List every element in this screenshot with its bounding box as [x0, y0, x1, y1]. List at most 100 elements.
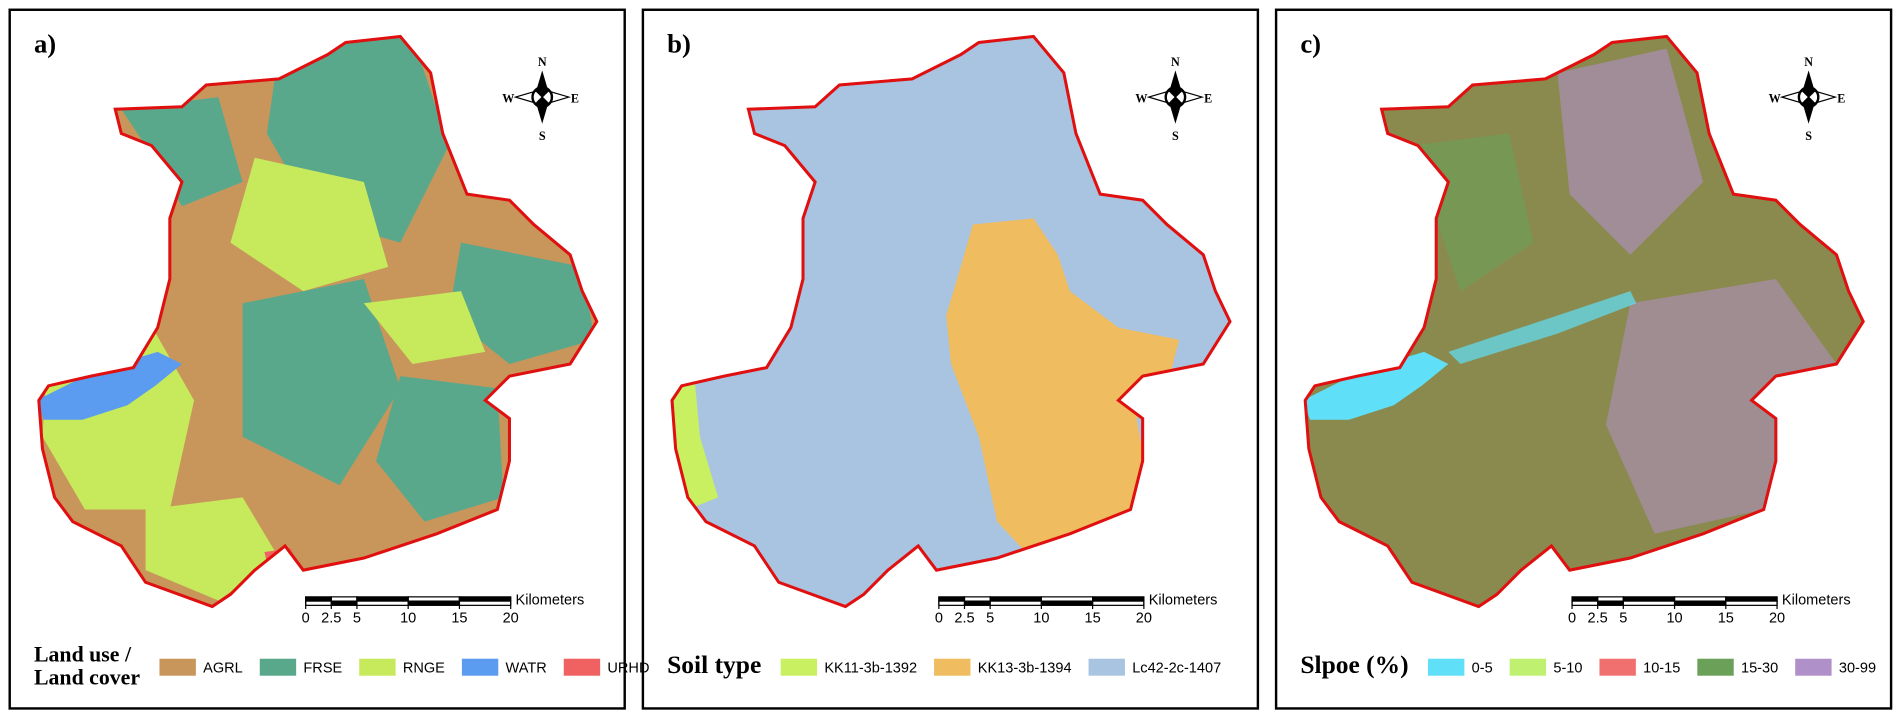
compass-label: W — [502, 91, 514, 105]
scale-bar-segment — [963, 600, 991, 606]
scale-tick-label: 5 — [986, 611, 994, 627]
map-patch — [448, 242, 595, 364]
compass-label: S — [1172, 129, 1179, 143]
legend-title: Land cover — [34, 665, 140, 689]
scale-tick-label: 2.5 — [1588, 611, 1608, 627]
scale-bar-segment — [1040, 600, 1094, 606]
scale-unit: Kilometers — [516, 592, 585, 608]
panel-label: c) — [1300, 28, 1321, 58]
scale-bar-segment — [330, 600, 358, 606]
scale-bar-segment — [1673, 596, 1727, 602]
legend-swatch — [159, 658, 196, 676]
panel-label: b) — [667, 28, 691, 58]
legend-label: 30-99 — [1839, 660, 1876, 676]
scale-bar-segment — [1040, 596, 1094, 602]
scale-bar-segment — [1571, 600, 1599, 606]
legend-label: AGRL — [203, 660, 243, 676]
map-patch — [946, 218, 1180, 561]
scale-tick-label: 0 — [935, 611, 943, 627]
scale-tick-label: 2.5 — [321, 611, 341, 627]
map-patch — [1305, 351, 1449, 420]
scale-unit: Kilometers — [1149, 592, 1218, 608]
compass-label: E — [1837, 91, 1845, 105]
map-patch — [363, 291, 486, 364]
scale-bar-segment — [963, 596, 991, 602]
legend-label: KK11-3b-1392 — [824, 660, 917, 676]
legend-label: KK13-3b-1394 — [978, 660, 1072, 676]
compass-rose — [514, 69, 571, 125]
map-patch — [376, 376, 504, 522]
scale-bar-segment — [1597, 600, 1624, 606]
map-area — [1305, 36, 1864, 607]
panel-frame — [8, 8, 626, 710]
scale-tick-label: 20 — [503, 611, 519, 627]
legend-swatch — [563, 658, 601, 676]
scale-bar-segment — [989, 596, 1042, 602]
map-area — [38, 36, 597, 607]
scale-tick-label: 2.5 — [954, 611, 974, 627]
scale-tick-label: 15 — [1085, 611, 1101, 627]
compass-label: W — [1769, 91, 1781, 105]
compass-label: S — [1805, 129, 1812, 143]
legend-title: Slpoe (%) — [1300, 650, 1408, 679]
scale-tick-label: 10 — [1666, 611, 1682, 627]
legend-label: 15-30 — [1741, 660, 1778, 676]
scale-tick-label: 10 — [400, 611, 416, 627]
compass-label: W — [1135, 91, 1147, 105]
legend-label: 10-15 — [1643, 660, 1680, 676]
legend-swatch — [259, 658, 297, 676]
compass-label: N — [1171, 55, 1180, 69]
scale-bar-segment — [938, 596, 966, 602]
map-patch — [230, 157, 389, 292]
scale-bar-segment — [407, 600, 461, 606]
legend-label: RNGE — [403, 660, 445, 676]
scale-bar-segment — [1622, 596, 1676, 602]
map-patch — [1448, 291, 1637, 364]
legend-swatch — [1088, 658, 1125, 676]
scale-bar-segment — [989, 600, 1042, 606]
panel-label: a) — [34, 28, 56, 58]
scale-bar-segment — [1092, 596, 1145, 602]
scale-tick-label: 5 — [1619, 611, 1627, 627]
legend-swatch — [1509, 658, 1547, 676]
legend-swatch — [780, 658, 818, 676]
scale-bar-segment — [1673, 600, 1727, 606]
compass-rose — [1780, 69, 1837, 125]
scale-unit: Kilometers — [1782, 592, 1851, 608]
compass-label: S — [539, 129, 546, 143]
scale-tick-label: 0 — [1568, 611, 1576, 627]
panel-frame — [641, 8, 1260, 710]
scale-bar-segment — [458, 600, 512, 606]
scale-bar-segment — [1725, 596, 1778, 602]
scale-bar-segment — [330, 596, 358, 602]
legend-swatch — [359, 658, 396, 676]
legend-label: 0-5 — [1472, 660, 1493, 676]
legend-swatch — [1599, 658, 1636, 676]
scale-tick-label: 10 — [1033, 611, 1049, 627]
panel: c) N E S W 0 2.5 5 10 15 20 Kilometers Slpoe (%) 0-5 5… — [1274, 8, 1893, 710]
scale-tick-label: 0 — [302, 611, 310, 627]
legend-swatch — [461, 658, 499, 676]
scale-bar-segment — [458, 596, 512, 602]
map-patch — [121, 97, 243, 207]
legend-label: Lc42-2c-1407 — [1132, 660, 1221, 676]
scale-bar-segment — [356, 600, 409, 606]
scale-tick-label: 15 — [1718, 611, 1734, 627]
legend-swatch — [1697, 658, 1734, 676]
map-patch — [1606, 279, 1837, 534]
scale-bar-segment — [1092, 600, 1145, 606]
legend-title: Soil type — [667, 650, 761, 679]
panel-frame — [1274, 8, 1893, 710]
scale-tick-label: 20 — [1136, 611, 1152, 627]
legend-swatch — [934, 658, 971, 676]
legend-label: WATR — [506, 660, 547, 676]
scale-bar-segment — [356, 596, 409, 602]
scale-bar-segment — [407, 596, 461, 602]
compass-label: N — [1804, 55, 1813, 69]
compass-rose — [1147, 69, 1204, 125]
map-patch — [1557, 48, 1704, 255]
scale-bar-segment — [305, 596, 332, 602]
legend-swatch — [1428, 658, 1465, 676]
